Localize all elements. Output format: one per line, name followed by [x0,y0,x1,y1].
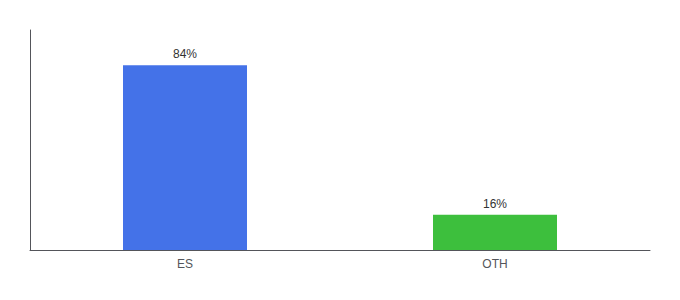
svg-text:16%: 16% [483,197,507,211]
svg-text:84%: 84% [173,47,197,61]
svg-text:ES: ES [177,257,193,271]
svg-text:OTH: OTH [482,257,507,271]
